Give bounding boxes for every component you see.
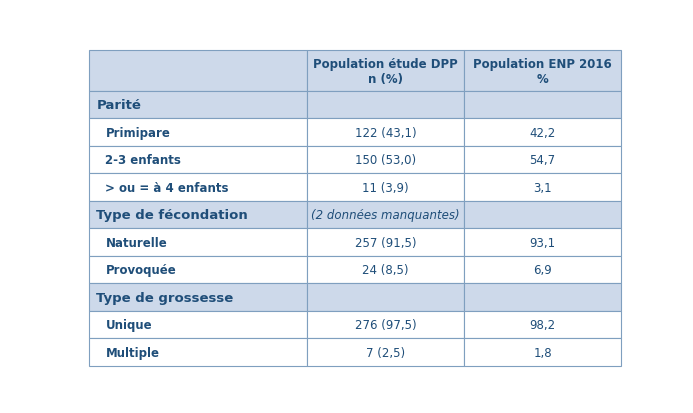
Text: 24 (8,5): 24 (8,5) (362, 263, 409, 276)
Text: 150 (53,0): 150 (53,0) (356, 154, 416, 167)
Text: 11 (3,9): 11 (3,9) (362, 181, 409, 194)
Text: (2 données manquantes): (2 données manquantes) (311, 209, 460, 222)
Bar (464, 51, 621, 92)
Text: Type de grossesse: Type de grossesse (96, 291, 234, 304)
Text: 3,1: 3,1 (534, 181, 552, 194)
Bar (307, 229, 464, 256)
Text: 122 (43,1): 122 (43,1) (355, 126, 416, 139)
Text: 276 (97,5): 276 (97,5) (355, 318, 416, 331)
Text: 93,1: 93,1 (529, 236, 556, 249)
Bar (464, 229, 621, 256)
Bar (464, 202, 621, 229)
Bar (464, 311, 621, 339)
Bar (307, 202, 464, 229)
Text: 42,2: 42,2 (529, 126, 556, 139)
Bar (89, 147, 307, 174)
Text: 1,8: 1,8 (534, 346, 552, 359)
Text: 2-3 enfants: 2-3 enfants (105, 154, 182, 167)
Bar (307, 147, 464, 174)
Text: Naturelle: Naturelle (105, 236, 167, 249)
Bar (307, 51, 464, 92)
Bar (89, 202, 307, 229)
Bar (464, 284, 621, 311)
Bar (89, 311, 307, 339)
Bar (464, 119, 621, 147)
Bar (307, 311, 464, 339)
Text: 54,7: 54,7 (529, 154, 556, 167)
Bar (464, 339, 621, 366)
Bar (464, 256, 621, 284)
Text: Population ENP 2016
%: Population ENP 2016 % (473, 57, 612, 85)
Bar (307, 174, 464, 202)
Bar (89, 119, 307, 147)
Bar (307, 119, 464, 147)
Bar (89, 174, 307, 202)
Bar (464, 92, 621, 119)
Bar (89, 92, 307, 119)
Text: Unique: Unique (105, 318, 152, 331)
Text: Primipare: Primipare (105, 126, 170, 139)
Bar (307, 339, 464, 366)
Bar (307, 92, 464, 119)
Bar (89, 339, 307, 366)
Bar (89, 284, 307, 311)
Bar (464, 147, 621, 174)
Bar (464, 174, 621, 202)
Bar (307, 284, 464, 311)
Text: Provoquée: Provoquée (105, 263, 176, 276)
Text: Type de fécondation: Type de fécondation (96, 209, 248, 222)
Text: 98,2: 98,2 (529, 318, 556, 331)
Text: 257 (91,5): 257 (91,5) (355, 236, 416, 249)
Bar (89, 51, 307, 92)
Bar (89, 256, 307, 284)
Text: Multiple: Multiple (105, 346, 159, 359)
Bar (307, 256, 464, 284)
Text: Population étude DPP
n (%): Population étude DPP n (%) (313, 57, 458, 85)
Text: > ou = à 4 enfants: > ou = à 4 enfants (105, 181, 229, 194)
Text: 6,9: 6,9 (533, 263, 552, 276)
Text: 7 (2,5): 7 (2,5) (366, 346, 405, 359)
Text: Parité: Parité (96, 99, 141, 112)
Bar (89, 229, 307, 256)
